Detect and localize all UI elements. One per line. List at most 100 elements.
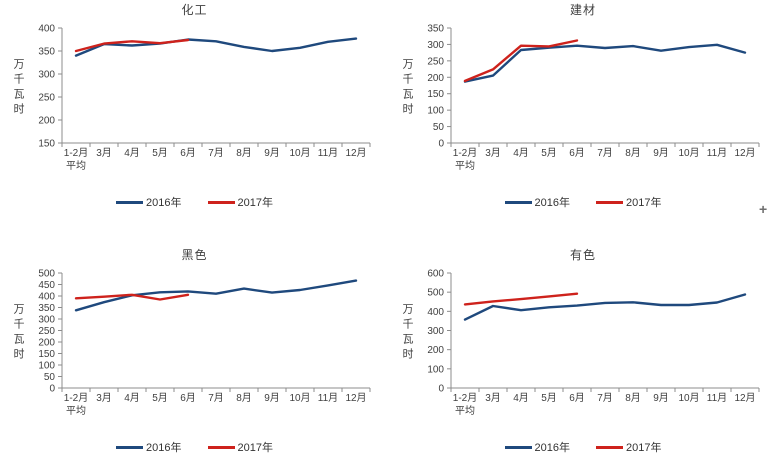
- svg-text:5月: 5月: [152, 392, 168, 404]
- svg-text:0: 0: [49, 384, 55, 395]
- svg-text:10月: 10月: [678, 147, 699, 159]
- legend-label-2016: 2016年: [534, 442, 570, 454]
- crosshair-cursor: +: [759, 201, 768, 217]
- svg-text:平均: 平均: [455, 160, 475, 172]
- chart-title: 黑色: [181, 248, 208, 262]
- chart-legend: 2016年 2017年: [0, 439, 389, 455]
- svg-text:11月: 11月: [707, 392, 727, 404]
- svg-text:1-2月: 1-2月: [453, 147, 477, 159]
- svg-text:600: 600: [427, 269, 444, 280]
- chart-nonferrous-metals[interactable]: 有色 万千瓦时 0 100 200 300 400 500 600 1-2月 3月 4月 5月 6月 7…: [389, 231, 777, 462]
- svg-text:300: 300: [427, 326, 444, 337]
- svg-text:7月: 7月: [208, 147, 224, 159]
- legend-item-2016: 2016年: [116, 439, 182, 455]
- svg-text:3月: 3月: [96, 392, 112, 404]
- legend-label-2016: 2016年: [534, 197, 570, 209]
- y-axis-unit-label: 万千瓦时: [401, 303, 413, 363]
- svg-text:300: 300: [38, 315, 55, 326]
- legend-label-2016: 2016年: [146, 197, 182, 209]
- svg-text:5月: 5月: [541, 147, 557, 159]
- svg-text:450: 450: [38, 280, 55, 291]
- svg-text:400: 400: [38, 24, 55, 35]
- svg-text:9月: 9月: [653, 392, 669, 404]
- svg-text:6月: 6月: [569, 392, 585, 404]
- svg-text:250: 250: [427, 56, 444, 67]
- svg-text:5月: 5月: [541, 392, 557, 404]
- svg-text:400: 400: [427, 307, 444, 318]
- svg-text:200: 200: [38, 116, 55, 127]
- svg-text:6月: 6月: [180, 147, 196, 159]
- svg-text:11月: 11月: [707, 147, 727, 159]
- legend-item-2016: 2016年: [116, 194, 182, 210]
- svg-text:300: 300: [38, 70, 55, 81]
- legend-item-2017: 2017年: [596, 194, 661, 210]
- svg-text:平均: 平均: [66, 160, 86, 172]
- legend-swatch-2017: [207, 200, 235, 204]
- legend-swatch-2017: [596, 200, 623, 204]
- legend-swatch-2017: [207, 445, 235, 449]
- svg-text:12月: 12月: [734, 147, 755, 159]
- svg-text:1-2月: 1-2月: [64, 392, 88, 404]
- svg-text:7月: 7月: [597, 392, 613, 404]
- legend-label-2017: 2017年: [626, 197, 662, 209]
- line-plot: 0 100 200 300 400 500 600 1-2月 3月 4月 5月 6月 7月 8月 9月 10月…: [427, 269, 760, 417]
- svg-text:100: 100: [427, 364, 444, 375]
- svg-text:12月: 12月: [734, 392, 755, 404]
- svg-text:4月: 4月: [513, 392, 529, 404]
- legend-swatch-2016: [116, 200, 144, 204]
- svg-text:10月: 10月: [289, 392, 310, 404]
- svg-text:0: 0: [438, 139, 444, 150]
- legend-label-2017: 2017年: [626, 442, 662, 454]
- svg-text:200: 200: [427, 345, 444, 356]
- chart-title: 化工: [181, 3, 208, 17]
- svg-text:12月: 12月: [345, 147, 366, 159]
- svg-text:500: 500: [38, 269, 55, 280]
- svg-text:100: 100: [38, 361, 55, 372]
- chart-legend: 2016年 2017年: [389, 439, 777, 455]
- svg-text:10月: 10月: [289, 147, 310, 159]
- chart-ferrous-metals[interactable]: 黑色 万千瓦时 0 50 100 150 200 250 300 350 400 450 500 1-…: [0, 231, 389, 462]
- svg-text:150: 150: [427, 89, 444, 100]
- legend-swatch-2016: [116, 445, 144, 449]
- chart-title: 有色: [569, 248, 596, 262]
- svg-text:500: 500: [427, 288, 444, 299]
- svg-text:250: 250: [38, 326, 55, 337]
- legend-label-2016: 2016年: [146, 442, 182, 454]
- svg-text:300: 300: [427, 40, 444, 51]
- svg-text:4月: 4月: [124, 392, 140, 404]
- legend-label-2017: 2017年: [237, 197, 273, 209]
- svg-text:150: 150: [38, 349, 55, 360]
- chart-building-materials[interactable]: 建材 万千瓦时 0 50 100 150 200 250 300 350 1-2月 3月 4月 5月 6…: [389, 0, 777, 231]
- svg-text:8月: 8月: [625, 147, 641, 159]
- svg-text:5月: 5月: [152, 147, 168, 159]
- svg-text:100: 100: [427, 106, 444, 117]
- svg-text:150: 150: [38, 139, 55, 150]
- svg-text:11月: 11月: [318, 147, 338, 159]
- svg-text:4月: 4月: [124, 147, 140, 159]
- svg-text:350: 350: [38, 47, 55, 58]
- chart-chemical-industry[interactable]: 化工 万千瓦时 150 200 250 300 350 400 1-2月 3月 4月 5月 6月 7月…: [0, 0, 389, 231]
- svg-text:3月: 3月: [485, 147, 501, 159]
- svg-text:6月: 6月: [180, 392, 196, 404]
- svg-text:9月: 9月: [653, 147, 669, 159]
- svg-text:9月: 9月: [264, 392, 280, 404]
- y-axis-unit-label: 万千瓦时: [401, 58, 413, 118]
- svg-text:1-2月: 1-2月: [453, 392, 477, 404]
- legend-swatch-2016: [504, 445, 532, 449]
- svg-text:8月: 8月: [236, 392, 252, 404]
- svg-text:9月: 9月: [264, 147, 280, 159]
- chart-legend: 2016年 2017年: [389, 194, 777, 210]
- svg-text:0: 0: [438, 384, 444, 395]
- line-plot: 0 50 100 150 200 250 300 350 1-2月 3月 4月 5月 6月 7月 8月 9月 1…: [427, 24, 760, 172]
- legend-swatch-2017: [596, 445, 623, 449]
- svg-text:350: 350: [427, 24, 444, 35]
- legend-label-2017: 2017年: [237, 442, 273, 454]
- svg-text:8月: 8月: [236, 147, 252, 159]
- svg-text:3月: 3月: [96, 147, 112, 159]
- svg-text:200: 200: [38, 338, 55, 349]
- svg-text:7月: 7月: [208, 392, 224, 404]
- svg-text:1-2月: 1-2月: [64, 147, 88, 159]
- line-plot: 150 200 250 300 350 400 1-2月 3月 4月 5月 6月 7月 8月 9月 10月 1…: [38, 24, 371, 172]
